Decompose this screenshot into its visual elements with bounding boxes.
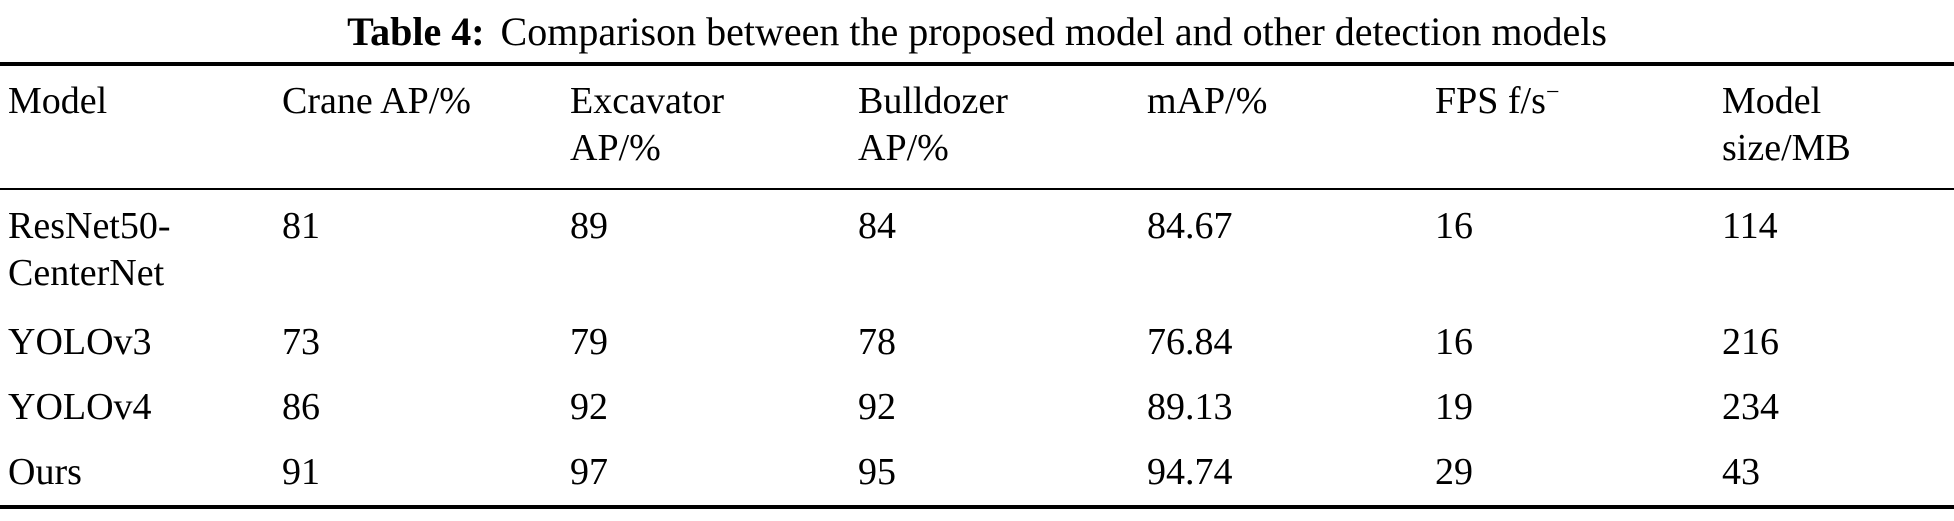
- col-header-bulldozer-ap: Bulldozer AP/%: [858, 64, 1147, 190]
- table-caption-label: Table 4:: [347, 9, 485, 54]
- cell-model-size: 43: [1722, 451, 1760, 493]
- cell-bulldozer-ap: 95: [858, 451, 896, 493]
- cell-crane-ap: 91: [282, 451, 320, 493]
- col-header-fps: FPS f/s−: [1435, 64, 1722, 190]
- cell-map: 89.13: [1147, 386, 1233, 428]
- cell-crane-ap: 73: [282, 321, 320, 363]
- cell-fps: 19: [1435, 386, 1473, 428]
- cell-crane-ap: 81: [282, 205, 320, 247]
- cell-excavator-ap: 92: [570, 386, 608, 428]
- cell-bulldozer-ap: 92: [858, 386, 896, 428]
- cell-fps: 16: [1435, 321, 1473, 363]
- col-header-crane-ap: Crane AP/%: [282, 64, 570, 190]
- table-header-row: Model Crane AP/% Excavator AP/% Bulldoze…: [0, 64, 1954, 190]
- table-caption-text: Comparison between the proposed model an…: [500, 9, 1607, 54]
- cell-model-size: 114: [1722, 205, 1778, 247]
- cell-bulldozer-ap: 84: [858, 205, 896, 247]
- cell-model-size: 216: [1722, 321, 1779, 363]
- cell-map: 94.74: [1147, 451, 1233, 493]
- table-row: ResNet50-CenterNet 81 89 84 84.67 16 114: [0, 189, 1954, 310]
- cell-model: YOLOv4: [8, 386, 152, 428]
- table-row: YOLOv3 73 79 78 76.84 16 216: [0, 310, 1954, 375]
- table-row: Ours 91 97 95 94.74 29 43: [0, 440, 1954, 507]
- cell-crane-ap: 86: [282, 386, 320, 428]
- cell-excavator-ap: 79: [570, 321, 608, 363]
- cell-fps: 16: [1435, 205, 1473, 247]
- cell-bulldozer-ap: 78: [858, 321, 896, 363]
- cell-excavator-ap: 97: [570, 451, 608, 493]
- cell-fps: 29: [1435, 451, 1473, 493]
- table-row: YOLOv4 86 92 92 89.13 19 234: [0, 375, 1954, 440]
- fps-unit-superscript: −: [1545, 79, 1560, 106]
- cell-model: YOLOv3: [8, 321, 152, 363]
- cell-model-size: 234: [1722, 386, 1779, 428]
- cell-excavator-ap: 89: [570, 205, 608, 247]
- cell-model: Ours: [8, 451, 82, 493]
- cell-map: 76.84: [1147, 321, 1233, 363]
- cell-model: ResNet50-CenterNet: [8, 205, 171, 294]
- table-caption: Table 4: Comparison between the proposed …: [0, 0, 1954, 62]
- cell-map: 84.67: [1147, 205, 1233, 247]
- col-header-model: Model: [0, 64, 282, 190]
- col-header-model-size: Model size/MB: [1722, 64, 1954, 190]
- comparison-table: Model Crane AP/% Excavator AP/% Bulldoze…: [0, 62, 1954, 509]
- col-header-map: mAP/%: [1147, 64, 1435, 190]
- col-header-excavator-ap: Excavator AP/%: [570, 64, 858, 190]
